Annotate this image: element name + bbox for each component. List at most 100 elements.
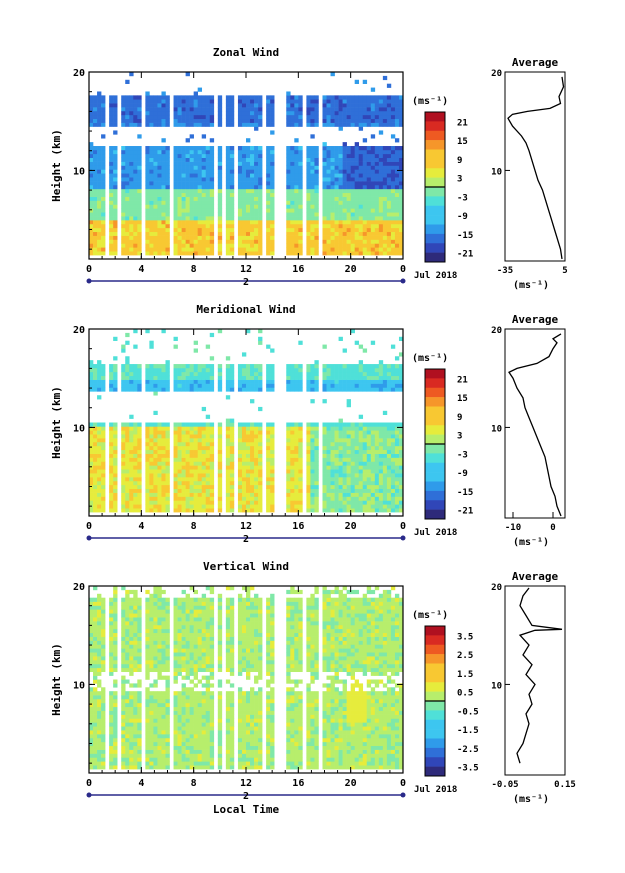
heatmap-cell (93, 441, 98, 447)
heatmap-cell (101, 636, 106, 641)
heatmap-cell (125, 181, 130, 186)
heatmap-cell (254, 110, 259, 116)
heatmap-cell (326, 220, 331, 225)
heatmap-cell (266, 508, 271, 513)
heatmap-cell (366, 146, 372, 151)
heatmap-cell (121, 710, 126, 715)
heatmap-cell (121, 753, 126, 758)
heatmap-cell (237, 441, 243, 447)
heatmap-cell (101, 504, 106, 509)
heatmap-cell (338, 445, 343, 451)
heatmap-cell (294, 165, 299, 170)
colorbar-segment (425, 425, 445, 435)
heatmap-cell (286, 457, 291, 462)
heatmap-cell (173, 114, 178, 120)
heatmap-cell (322, 441, 327, 447)
heatmap-cell (133, 122, 138, 127)
heatmap-cell (342, 95, 347, 100)
heatmap-cell (237, 422, 243, 427)
heatmap-cell (89, 223, 94, 229)
heatmap-cell (338, 220, 343, 225)
heatmap-cell (189, 477, 194, 482)
heatmap-cell (89, 726, 94, 731)
heatmap-cell (197, 469, 203, 474)
heatmap-cell (342, 426, 347, 431)
heatmap-cell (93, 749, 98, 754)
colorbar-segment (425, 243, 445, 253)
heatmap-cell (358, 235, 364, 240)
heatmap-cell (93, 656, 98, 661)
heatmap-cell (157, 383, 162, 388)
heatmap-cell (350, 247, 355, 252)
heatmap-cell (366, 461, 372, 466)
heatmap-cell (386, 508, 392, 513)
x-tick-label: 0 (86, 264, 92, 275)
heatmap-cell (113, 434, 118, 439)
heatmap-cell (177, 473, 182, 478)
heatmap-cell (330, 508, 335, 513)
heatmap-cell (89, 652, 94, 657)
heatmap-cell (330, 72, 335, 77)
heatmap-cell (121, 247, 126, 252)
heatmap-cell (125, 118, 130, 123)
heatmap-cell (161, 379, 166, 384)
heatmap-cell (314, 383, 319, 388)
heatmap-cell (342, 118, 347, 123)
heatmap-cell (189, 114, 194, 120)
heatmap-cell (121, 652, 126, 657)
heatmap-cell (129, 379, 134, 384)
heatmap-cell (125, 695, 130, 700)
heatmap-cell (109, 702, 114, 708)
heatmap-cell (121, 169, 126, 174)
heatmap-cell (133, 212, 138, 217)
heatmap-cell (153, 364, 158, 369)
heatmap-cell (386, 184, 392, 190)
heatmap-cell (370, 445, 376, 451)
heatmap-cell (358, 488, 364, 493)
heatmap-cell (89, 184, 94, 190)
heatmap-cell (322, 480, 327, 486)
heatmap-cell (390, 122, 396, 127)
heatmap-cell (193, 457, 198, 462)
heatmap-cell (181, 422, 186, 427)
heatmap-cell (161, 461, 166, 466)
heatmap-cell (354, 480, 360, 486)
heatmap-cell (330, 422, 335, 427)
heatmap-cell (149, 110, 154, 116)
heatmap-cell (225, 99, 231, 104)
heatmap-cell (390, 231, 396, 236)
heatmap-cell (209, 192, 215, 197)
heatmap-cell (250, 204, 255, 209)
heatmap-cell (185, 243, 190, 248)
heatmap-cell (177, 239, 182, 244)
heatmap-cell (177, 103, 182, 108)
heatmap-cell (205, 235, 211, 240)
heatmap-cell (350, 383, 355, 388)
heatmap-cell (378, 371, 384, 377)
heatmap-cell (153, 204, 158, 209)
heatmap-cell (310, 231, 315, 236)
heatmap-cell (225, 500, 231, 505)
heatmap-cell (185, 484, 190, 490)
heatmap-cell (250, 188, 255, 194)
heatmap-cell (185, 500, 190, 505)
heatmap-cell (121, 161, 126, 166)
heatmap-cell (326, 146, 331, 151)
heatmap-cell (161, 251, 166, 256)
heatmap-cell (197, 184, 203, 190)
heatmap-cell (129, 181, 134, 186)
heatmap-cell (113, 702, 118, 708)
heatmap-cell (362, 251, 368, 256)
heatmap-cell (354, 95, 360, 100)
heatmap-cell (370, 103, 376, 108)
heatmap-cell (109, 648, 114, 653)
heatmap-cell (153, 247, 158, 252)
heatmap-cell (149, 247, 154, 252)
heatmap-cell (382, 169, 388, 174)
heatmap-cell (121, 609, 126, 614)
heatmap-cell (97, 765, 102, 770)
heatmap-cell (286, 200, 291, 205)
heatmap-cell (254, 461, 259, 466)
heatmap-cell (129, 656, 134, 661)
heatmap-cell (197, 188, 203, 194)
